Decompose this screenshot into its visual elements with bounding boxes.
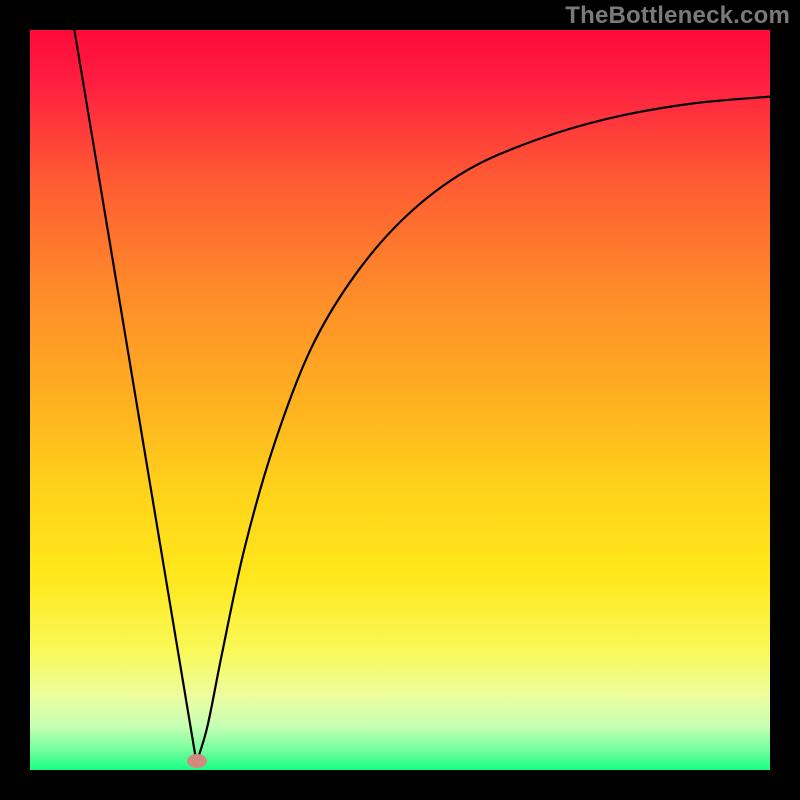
- gradient-background: [30, 30, 770, 770]
- bottleneck-marker: [187, 754, 207, 768]
- chart-plot-area: [30, 30, 770, 770]
- watermark-label: TheBottleneck.com: [565, 2, 790, 30]
- chart-svg: [30, 30, 770, 770]
